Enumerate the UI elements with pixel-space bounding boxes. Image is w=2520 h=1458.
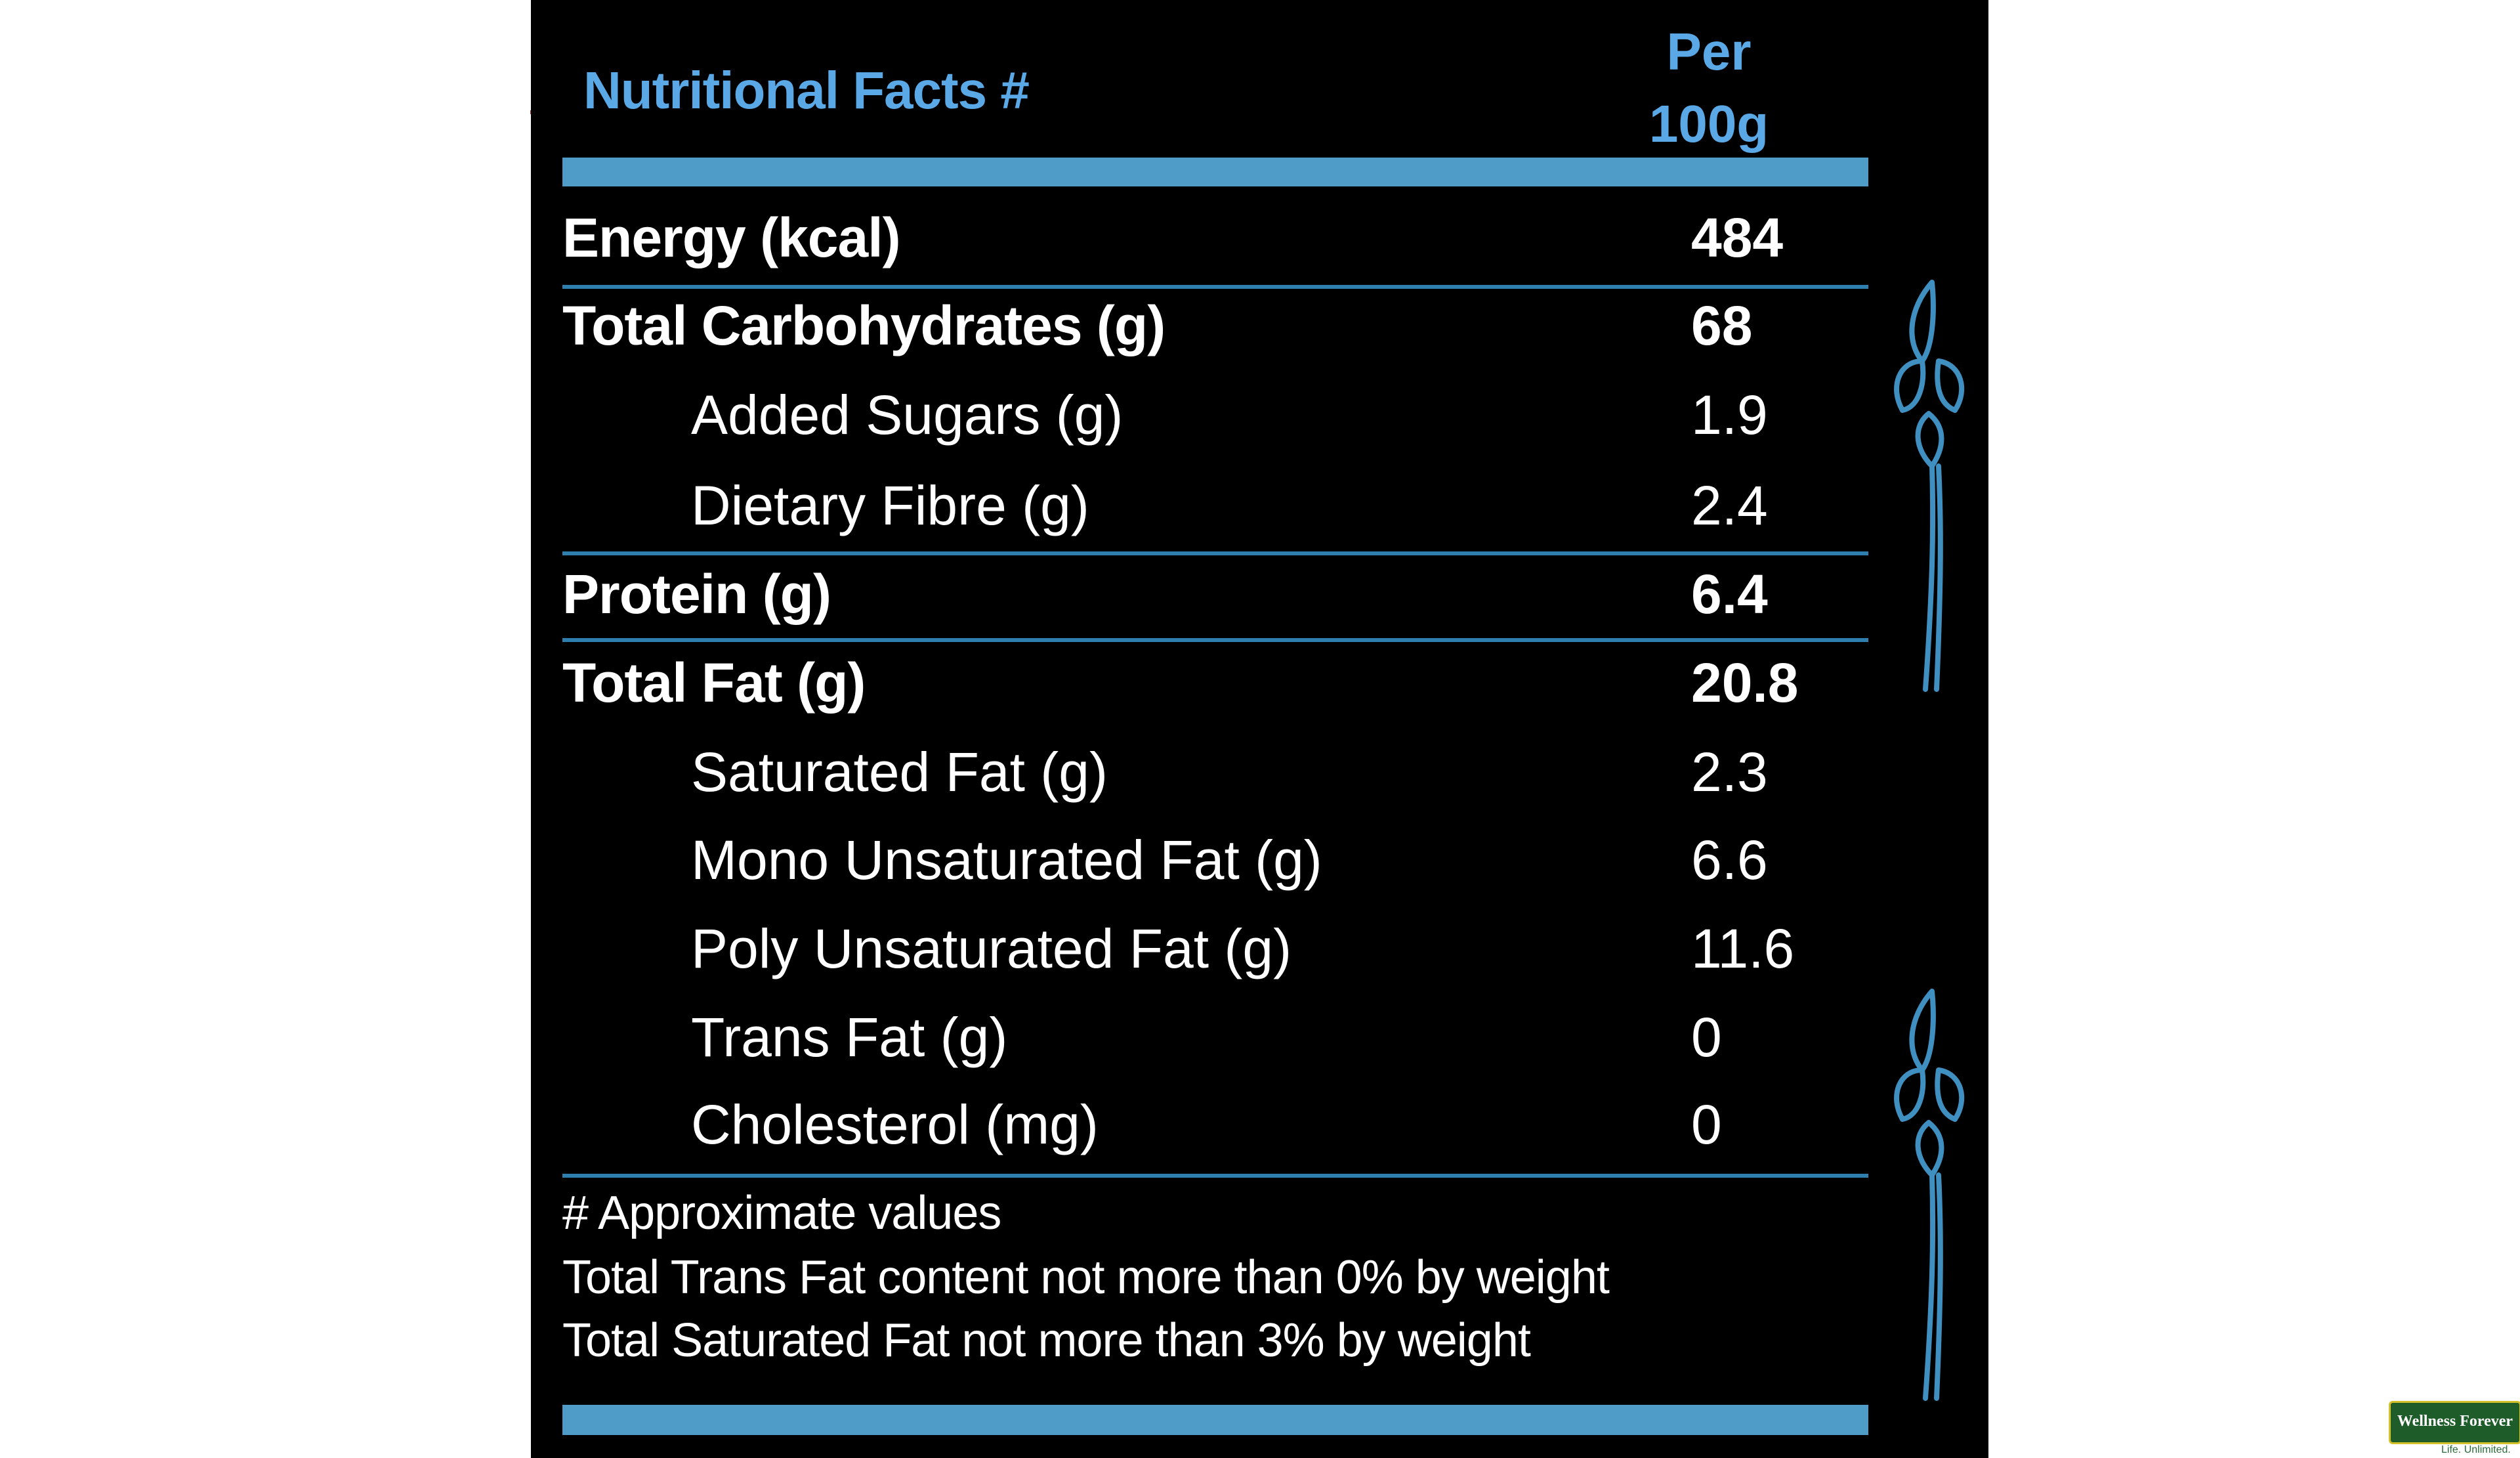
row-label-protein: Protein (g) — [562, 563, 831, 625]
row-label-dietary-fibre: Dietary Fibre (g) — [691, 475, 1089, 536]
row-label-total-fat: Total Fat (g) — [562, 652, 866, 714]
footnote-approximate: # Approximate values — [562, 1187, 1001, 1239]
wheat-stalk-icon — [1894, 989, 1965, 1401]
row-divider — [562, 638, 1868, 642]
row-value-added-sugars: 1.9 — [1691, 384, 1768, 446]
row-label-poly-unsaturated-fat: Poly Unsaturated Fat (g) — [691, 918, 1292, 979]
row-value-total-carbohydrates: 68 — [1691, 295, 1753, 356]
serving-size-label: 100g — [1648, 95, 1769, 153]
row-label-energy: Energy (kcal) — [562, 207, 901, 268]
logo-tagline: Life. Unlimited. — [2441, 1444, 2511, 1455]
row-value-saturated-fat: 2.3 — [1691, 741, 1768, 803]
row-divider — [562, 551, 1868, 555]
footer-divider-bar — [562, 1405, 1868, 1435]
row-value-poly-unsaturated-fat: 11.6 — [1691, 918, 1795, 979]
row-value-energy: 484 — [1691, 207, 1784, 268]
row-label-total-carbohydrates: Total Carbohydrates (g) — [562, 295, 1166, 356]
row-label-cholesterol: Cholesterol (mg) — [691, 1094, 1099, 1155]
row-value-cholesterol: 0 — [1691, 1094, 1722, 1155]
per-serving-header: Per 100g — [1647, 16, 1771, 160]
footnote-saturated-fat: Total Saturated Fat not more than 3% by … — [562, 1314, 1531, 1367]
footnote-trans-fat: Total Trans Fat content not more than 0%… — [562, 1251, 1610, 1304]
header-divider-bar — [562, 158, 1868, 186]
row-value-mono-unsaturated-fat: 6.6 — [1691, 829, 1768, 891]
row-divider — [562, 1174, 1868, 1178]
per-label: Per — [1666, 22, 1752, 81]
row-value-trans-fat: 0 — [1691, 1006, 1722, 1068]
row-label-trans-fat: Trans Fat (g) — [691, 1006, 1008, 1068]
row-value-dietary-fibre: 2.4 — [1691, 475, 1768, 536]
row-label-saturated-fat: Saturated Fat (g) — [691, 741, 1108, 803]
row-value-total-fat: 20.8 — [1691, 652, 1799, 714]
wheat-stalk-icon — [1894, 280, 1965, 692]
row-divider — [562, 285, 1868, 289]
row-label-added-sugars: Added Sugars (g) — [691, 384, 1124, 446]
nutrition-title: Nutritional Facts # — [583, 61, 1030, 119]
row-label-mono-unsaturated-fat: Mono Unsaturated Fat (g) — [691, 829, 1322, 891]
nutrition-panel: Nutritional Facts # Per 100g Energy (kca… — [531, 0, 1988, 1458]
wellness-forever-logo: Wellness Forever — [2389, 1401, 2520, 1444]
row-value-protein: 6.4 — [1691, 563, 1768, 625]
